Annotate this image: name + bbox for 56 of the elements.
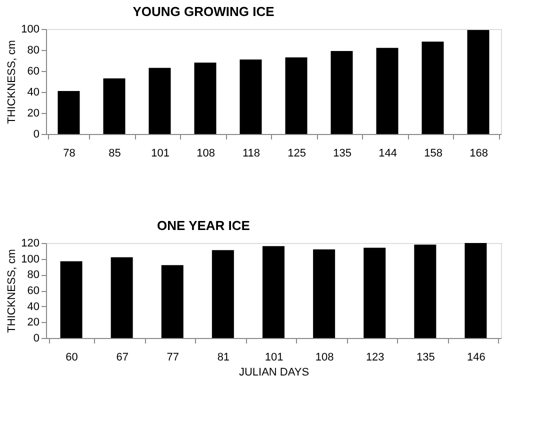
x-tick-label: 125 [288,148,306,160]
bar [60,261,82,338]
bar [467,30,490,134]
bar [148,68,171,134]
x-tick-label: 168 [470,148,488,160]
y-tick-label: 100 [21,253,40,266]
x-tick-label: 78 [63,148,76,160]
bar [161,265,184,338]
bar [194,62,216,134]
bar [330,51,353,134]
bar [376,48,398,134]
y-tick-label: 60 [27,66,40,78]
x-tick-label: 146 [467,352,486,364]
bar [240,59,262,134]
bar [364,248,386,338]
x-axis-title: JULIAN DAYS [238,366,310,378]
bar [103,78,126,134]
x-tick-label: 108 [315,352,334,364]
x-tick-label: 135 [416,352,435,364]
x-tick-label: 60 [66,352,78,364]
x-tick-label: 108 [196,148,215,160]
bar [313,249,336,338]
bar [422,42,444,134]
x-tick-label: 135 [333,148,352,160]
y-tick-label: 40 [27,86,40,98]
y-tick-label: 80 [27,44,40,56]
x-tick-label: 123 [366,352,384,364]
x-tick-label: 77 [166,352,180,364]
y-axis-title: THICKNESS, cm [6,40,18,124]
x-tick-label: 144 [378,148,397,160]
y-tick-label: 0 [33,128,40,140]
bar [262,246,284,338]
y-tick-label: 0 [33,332,40,344]
y-tick-label: 60 [27,285,40,297]
x-tick-label: 85 [108,148,121,160]
x-tick-label: 67 [116,352,128,364]
y-tick-label: 20 [27,108,40,120]
x-tick-label: 118 [242,148,260,160]
bar [464,243,487,338]
y-tick-label: 120 [21,238,40,250]
y-tick-label: 100 [21,24,40,36]
x-tick-label: 81 [217,352,230,364]
bar [285,57,308,134]
x-tick-label: 101 [151,148,170,160]
bar [110,257,133,338]
x-tick-label: 101 [264,352,284,364]
y-tick-label: 80 [27,269,40,282]
y-axis-title: THICKNESS, cm [6,249,18,333]
chart-title: ONE YEAR ICE [157,218,250,233]
bar [414,244,436,338]
y-tick-label: 40 [27,300,40,313]
y-tick-label: 20 [27,316,40,329]
chart-title: YOUNG GROWING ICE [132,4,275,19]
bar [58,90,80,134]
x-tick-label: 158 [424,148,442,160]
bar [212,250,234,338]
